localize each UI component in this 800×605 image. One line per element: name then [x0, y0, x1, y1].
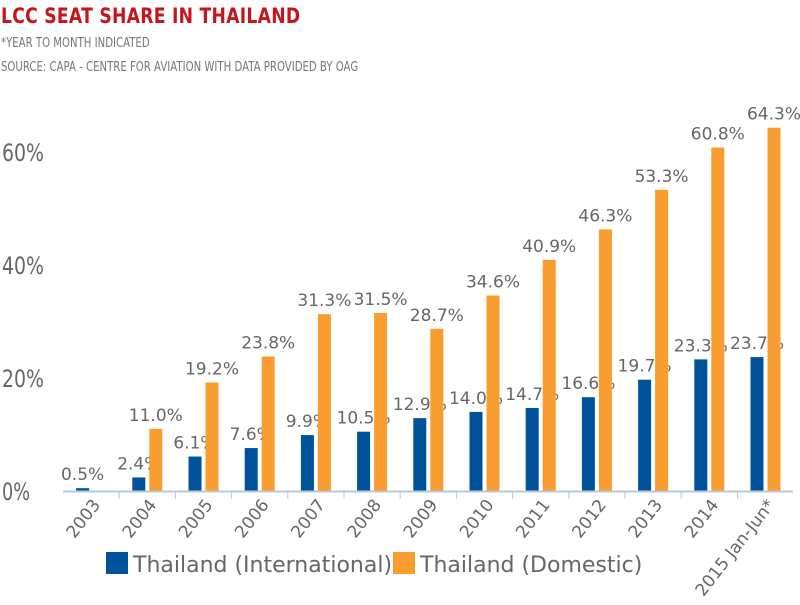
x-tick-label: 2014 [681, 496, 723, 542]
data-label: 31.5% [354, 290, 408, 310]
bar-domestic [486, 295, 500, 491]
chart-note: *YEAR TO MONTH INDICATED [1, 36, 150, 51]
bar-international [469, 411, 483, 491]
bar-domestic [149, 428, 163, 491]
bar-domestic [598, 229, 612, 491]
legend-label: Thailand (Domestic) [419, 553, 642, 578]
data-label: 46.3% [578, 206, 632, 226]
x-tick-label: 2005 [175, 496, 217, 542]
x-tick-label: 2011 [512, 496, 554, 542]
chart-title: LCC SEAT SHARE IN THAILAND [1, 4, 301, 28]
legend-label: Thailand (International) [132, 553, 392, 578]
bar-domestic [374, 313, 388, 491]
bar-international [413, 418, 427, 491]
data-label: 19.2% [185, 360, 239, 380]
bar-domestic [261, 356, 275, 491]
y-tick-label: 0% [2, 478, 30, 506]
bar-international [750, 357, 764, 491]
bar-international [188, 456, 202, 491]
data-label: 53.3% [635, 167, 689, 187]
data-label: 23.8% [241, 334, 295, 354]
data-label: 28.7% [410, 306, 464, 326]
bar-international [244, 448, 258, 491]
bar-international [581, 397, 595, 491]
legend-swatch [393, 552, 415, 574]
data-label: 60.8% [691, 124, 745, 144]
bar-domestic [317, 314, 331, 491]
x-tick-label: 2003 [63, 496, 105, 542]
bar-international [525, 407, 539, 491]
x-tick-label: 2006 [231, 496, 273, 542]
bar-international [694, 359, 708, 491]
x-tick-label: 2007 [287, 496, 329, 542]
bar-domestic [711, 147, 725, 492]
x-tick-label: 2012 [568, 496, 610, 542]
y-tick-label: 60% [2, 139, 44, 167]
x-tick-label: 2013 [625, 496, 667, 542]
data-label: 34.6% [466, 273, 520, 293]
data-label: 40.9% [522, 237, 576, 257]
bar-international [638, 379, 652, 491]
data-label: 64.3% [747, 105, 800, 125]
legend-swatch [106, 552, 128, 574]
x-tick-label: 2004 [119, 496, 161, 542]
bar-international [300, 435, 314, 491]
chart-source: SOURCE: CAPA - CENTRE FOR AVIATION WITH … [1, 60, 359, 75]
bar-international [132, 477, 146, 491]
bar-international [357, 431, 371, 491]
bar-domestic [542, 259, 556, 491]
bar-domestic [767, 127, 781, 491]
data-label: 11.0% [129, 406, 183, 426]
bar-domestic [655, 189, 669, 492]
bar-domestic [430, 328, 444, 491]
data-label: 0.5% [61, 465, 104, 485]
x-tick-label: 2008 [344, 496, 386, 542]
y-tick-label: 20% [2, 365, 44, 393]
bar-international [76, 488, 90, 491]
data-label: 31.3% [297, 291, 351, 311]
bar-domestic [205, 382, 219, 491]
x-tick-label: 2010 [456, 496, 498, 542]
y-tick-label: 40% [2, 252, 44, 280]
x-tick-label: 2009 [400, 496, 442, 542]
